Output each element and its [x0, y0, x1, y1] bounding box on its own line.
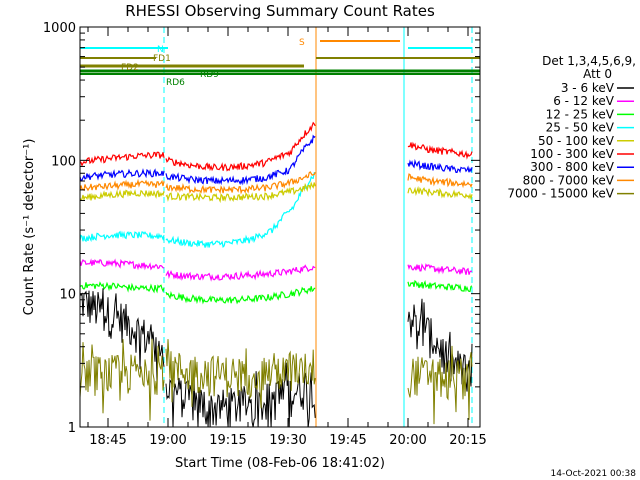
legend-label: 7000 - 15000 keV: [507, 187, 614, 201]
series-line: [165, 170, 316, 195]
legend-label: 3 - 6 keV: [561, 81, 615, 95]
y-tick-label: 10: [59, 288, 76, 303]
series-line: [407, 158, 473, 174]
series-line: [165, 362, 316, 428]
marker-label-rd9: RD9: [200, 70, 219, 80]
plot-frame: [79, 26, 481, 428]
series-line: [79, 338, 165, 421]
marker-label-fd1: FD1: [153, 54, 171, 64]
x-tick-label: 19:15: [209, 433, 246, 448]
legend-header-line-2: Att 0: [583, 67, 612, 81]
series-line: [407, 263, 473, 275]
series-line: [79, 230, 165, 243]
legend-label: 25 - 50 keV: [546, 121, 615, 135]
legend-label: 800 - 7000 keV: [523, 173, 615, 187]
x-axis-label: Start Time (08-Feb-06 18:41:02): [175, 456, 385, 471]
legend-label: 50 - 100 keV: [538, 134, 615, 148]
marker-label-rd6: RD6: [166, 78, 185, 88]
series-line: [407, 345, 473, 425]
legend-label: 300 - 800 keV: [530, 160, 614, 174]
series-line: [165, 121, 316, 172]
legend-header-line-1: Det 1,3,4,5,6,9,: [542, 54, 636, 68]
x-tick-label: 19:30: [269, 433, 306, 448]
legend-label: 12 - 25 keV: [546, 107, 615, 121]
series-line: [407, 185, 473, 201]
y-tick-label: 1: [68, 421, 76, 436]
series-line: [165, 171, 316, 249]
series-line: [165, 339, 316, 409]
x-tick-label: 18:45: [89, 433, 126, 448]
legend-label: 6 - 12 keV: [553, 94, 615, 108]
series-line: [79, 188, 165, 202]
series-line: [407, 173, 473, 189]
series-line: [165, 134, 316, 186]
series-line: [79, 281, 165, 294]
x-tick-label: 20:00: [389, 433, 426, 448]
series-line: [165, 181, 316, 204]
series-line: [79, 151, 165, 167]
chart-title: RHESSI Observing Summary Count Rates: [125, 2, 435, 20]
series-line: [407, 279, 473, 293]
x-axis: 18:45 19:00 19:15 19:30 19:45 20:00 20:15: [87, 27, 487, 448]
series-line: [407, 141, 473, 160]
timestamp: 14-Oct-2021 00:38: [551, 469, 637, 479]
marker-label-s: S: [299, 38, 305, 48]
legend-label: 100 - 300 keV: [530, 147, 614, 161]
x-tick-label: 19:00: [149, 433, 186, 448]
series-line: [79, 168, 165, 182]
marker-label-n: N: [157, 45, 164, 55]
series-line: [79, 258, 165, 271]
series-line: [79, 288, 165, 381]
x-tick-label: 19:45: [329, 433, 366, 448]
x-tick-label: 20:15: [449, 433, 486, 448]
y-axis-label: Count Rate (s⁻¹ detector⁻¹): [22, 139, 37, 316]
plot-area: N S FD1 FD2 RD9 RD6: [79, 27, 480, 428]
series-line: [165, 264, 316, 282]
y-tick-label: 100: [51, 154, 76, 169]
y-tick-label: 1000: [43, 21, 76, 36]
series-line: [165, 286, 316, 305]
marker-label-fd2: FD2: [121, 63, 139, 73]
series-line: [79, 178, 165, 192]
